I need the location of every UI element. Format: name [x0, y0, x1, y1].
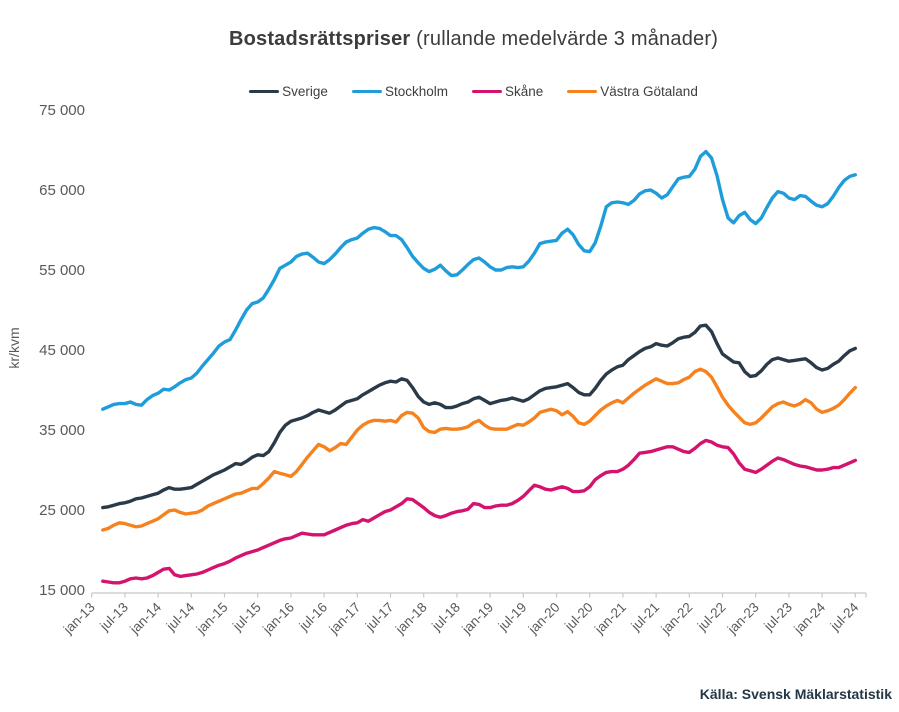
legend-swatch-stockholm — [351, 89, 382, 94]
y-axis-title: kr/kvm — [6, 327, 22, 368]
x-tick-label: jan-23 — [724, 600, 762, 638]
legend-label-vastra-gotaland: Västra Götaland — [600, 84, 698, 99]
x-tick-label: jul-15 — [229, 600, 264, 635]
x-tick-label: jan-15 — [193, 600, 231, 638]
chart-title-sub: (rullande medelvärde 3 månader) — [410, 28, 719, 50]
chart-title: Bostadsrättspriser (rullande medelvärde … — [92, 28, 855, 51]
series-line-sk-ne — [101, 438, 857, 585]
legend-item-skane: Skåne — [471, 84, 544, 99]
y-tick-label: 45 000 — [39, 342, 85, 359]
x-tick-label: jan-18 — [392, 600, 430, 638]
series-line-v-stra-g-taland — [101, 367, 857, 532]
x-tick-label: jan-16 — [259, 600, 297, 638]
y-tick-label: 25 000 — [39, 502, 85, 519]
x-tick-label: jul-16 — [296, 600, 331, 635]
x-tick-label: jul-21 — [628, 600, 663, 635]
x-tick-label: jan-24 — [790, 599, 828, 637]
legend-label-skane: Skåne — [504, 84, 544, 99]
source-credit: Källa: Svensk Mäklarstatistik — [699, 686, 892, 702]
x-tick-label: jul-14 — [163, 599, 198, 634]
chart-title-main: Bostadsrättspriser — [228, 28, 411, 50]
y-tick-label: 15 000 — [39, 582, 85, 599]
legend-swatch-vastra-gotaland — [567, 89, 598, 94]
legend-swatch-skane — [471, 89, 502, 94]
legend-label-sverige: Sverige — [282, 84, 328, 99]
legend-item-vastra-gotaland: Västra Götaland — [567, 84, 698, 99]
x-tick-label: jul-22 — [694, 600, 729, 635]
x-tick-label: jul-24 — [827, 599, 862, 634]
legend-item-sverige: Sverige — [249, 84, 328, 99]
series-line-sverige — [101, 323, 857, 510]
legend-label-stockholm: Stockholm — [384, 84, 448, 99]
y-tick-label: 75 000 — [39, 102, 85, 119]
legend: Sverige Stockholm Skåne Västra Götaland — [92, 84, 855, 99]
legend-swatch-sverige — [249, 89, 280, 94]
y-tick-label: 55 000 — [39, 262, 85, 279]
y-tick-label: 65 000 — [39, 182, 85, 199]
x-tick-label: jul-20 — [561, 600, 596, 635]
legend-item-stockholm: Stockholm — [351, 84, 448, 99]
x-tick-label: jan-17 — [326, 600, 364, 638]
x-tick-label: jan-14 — [126, 599, 164, 637]
x-tick-label: jul-17 — [362, 600, 397, 635]
x-tick-label: jul-18 — [428, 600, 463, 635]
x-tick-label: jul-23 — [760, 600, 795, 635]
x-tick-label: jan-20 — [525, 600, 563, 638]
x-tick-label: jan-22 — [658, 600, 696, 638]
x-tick-label: jan-13 — [60, 600, 98, 638]
x-tick-label: jul-19 — [495, 600, 530, 635]
x-tick-label: jan-19 — [458, 600, 496, 638]
series-line-stockholm — [101, 149, 857, 411]
x-tick-label: jul-13 — [96, 600, 131, 635]
x-tick-label: jan-21 — [591, 600, 629, 638]
y-tick-label: 35 000 — [39, 422, 85, 439]
